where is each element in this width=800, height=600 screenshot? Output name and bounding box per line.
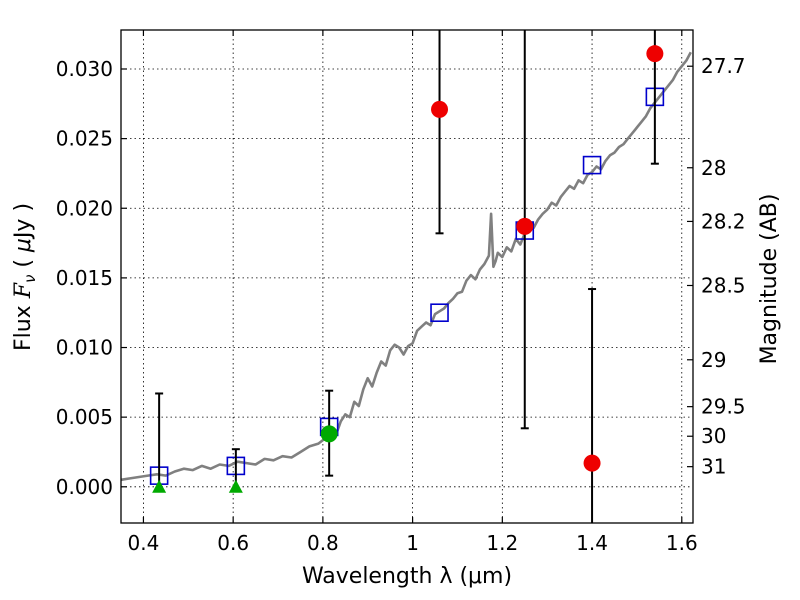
y-tick-label-2: 0.010 <box>56 336 113 360</box>
x-tick-label-4: 1.2 <box>486 531 518 555</box>
model-photometry-point-5 <box>582 155 602 175</box>
upper-limit-marker-1 <box>228 479 243 493</box>
x-axis-label: Wavelength λ (μm) <box>302 564 512 589</box>
y2-tick-label-5: 29.5 <box>701 395 746 419</box>
x-tick-label-0: 0.4 <box>128 531 160 555</box>
y2-tick-label-4: 29 <box>701 348 726 372</box>
model-photometry-point-3 <box>430 303 449 323</box>
y2-tick-label-3: 28.5 <box>701 273 746 297</box>
detection-marker-4-3 <box>646 45 664 63</box>
upper-limit-marker-0 <box>152 479 167 493</box>
grid-lines <box>121 30 693 523</box>
y2-tick-label-6: 30 <box>701 424 726 448</box>
y-tick-label-4: 0.020 <box>56 196 113 220</box>
y-label-part-3: Jy ) <box>11 203 36 240</box>
detection-marker-3-0 <box>320 425 338 443</box>
detection-marker-4-0 <box>431 100 449 118</box>
y-label-subscript-nu: ν <box>21 275 39 283</box>
x-tick-label-5: 1.4 <box>576 531 608 555</box>
x-tick-label-2: 0.8 <box>307 531 339 555</box>
y-label-symbol-f: F <box>11 282 36 299</box>
y2-tick-label-2: 28.2 <box>701 209 746 233</box>
y-tick-label-1: 0.005 <box>56 405 113 429</box>
y-tick-label-3: 0.015 <box>56 266 113 290</box>
y-label-symbol-mu: μ <box>11 238 36 253</box>
plot-area <box>120 30 692 523</box>
model-spectrum-line <box>120 51 692 482</box>
y2-axis-label: Magnitude (AB) <box>757 194 782 365</box>
y-tick-label-6: 0.030 <box>56 57 113 81</box>
x-tick-label-6: 1.6 <box>666 531 698 555</box>
y-tick-label-5: 0.025 <box>56 127 113 151</box>
y2-tick-label-0: 27.7 <box>701 54 746 78</box>
x-tick-label-3: 1 <box>406 531 419 555</box>
detection-marker-4-1 <box>516 217 534 235</box>
x-tick-label-1: 0.6 <box>217 531 249 555</box>
y-axis-label: Flux Fν ( μJy ) <box>11 203 39 351</box>
y2-tick-label-1: 28 <box>701 156 726 180</box>
plot-frame <box>120 29 694 524</box>
y-label-part-2: ( <box>11 252 36 275</box>
y-label-part-1: Flux <box>11 298 36 351</box>
y2-tick-label-7: 31 <box>701 455 726 479</box>
axes: 0.4 0.6 0.8 1 1.2 1.4 1.6 0.000 0.005 0.010 0.015 0… <box>56 30 746 555</box>
detection-marker-4-2 <box>583 454 601 472</box>
y-tick-label-0: 0.000 <box>56 475 113 499</box>
